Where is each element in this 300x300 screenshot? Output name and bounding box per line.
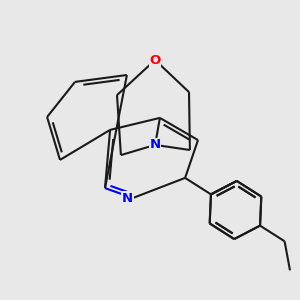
Text: O: O bbox=[149, 53, 161, 67]
Text: N: N bbox=[149, 138, 161, 152]
Text: N: N bbox=[122, 191, 133, 205]
